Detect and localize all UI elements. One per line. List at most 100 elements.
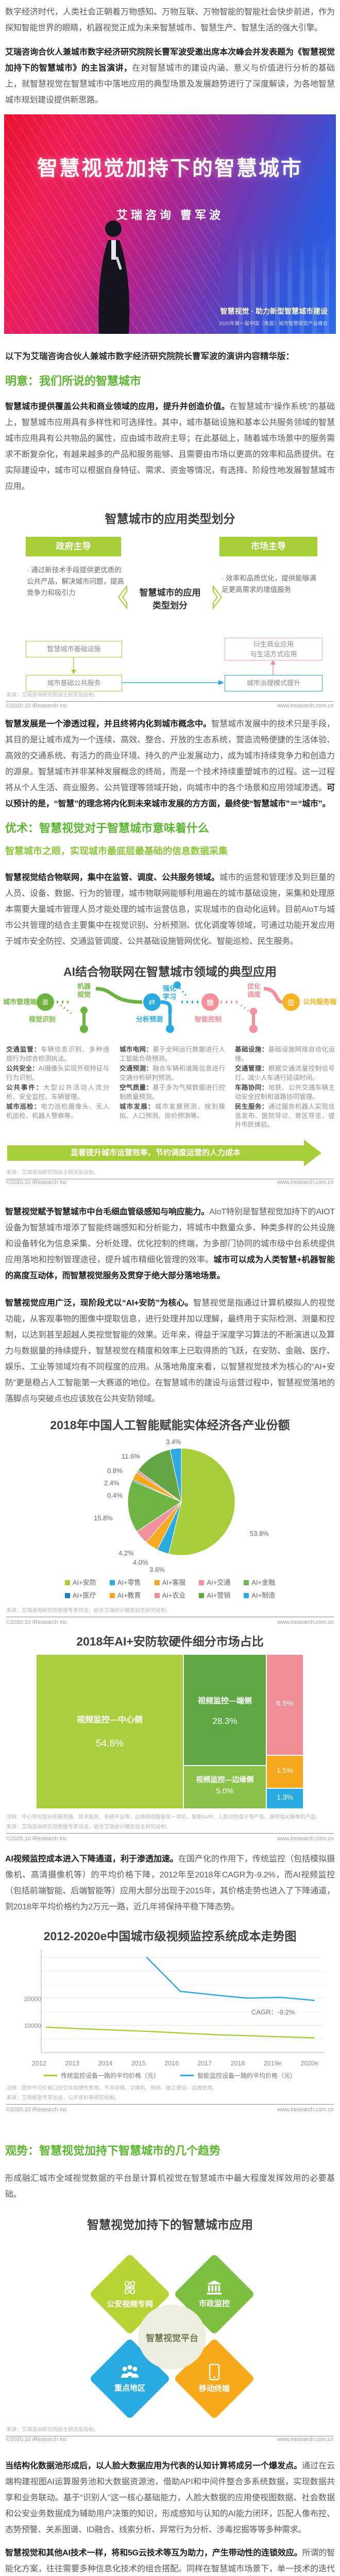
arrow-down-icon (71, 657, 76, 674)
treemap-box-1-3: 1.3% (266, 1788, 303, 1809)
website: www.iresearch.com.cn (277, 1619, 334, 1625)
flow-node-public-service: 公共服务端 (303, 998, 337, 1006)
flow-column-2: 城市电网：基于全网运行数据进行人工智能负荷预测。 交通预测：融合车辆和道路信息进… (120, 1045, 225, 1142)
treemap-label: 视频监控—中心侧 (76, 1716, 143, 1724)
legend-label: AI+制造 (251, 1591, 276, 1599)
legend-item: AI+医疗 (64, 1590, 96, 1600)
section-heading-youshu: 优术：智慧视觉对于智慧城市意味着什么 (5, 822, 210, 835)
copyright-row: ©2020.10 iResearch Inc www.iresearch.com.… (6, 2107, 334, 2113)
pie-label-traffic: 4.2% (118, 1549, 134, 1557)
desc: 城市发展预测、规划模拟、人口预测、房价预测等。 (120, 1103, 225, 1120)
copyright-row: ©2020.10 iResearch Inc www.iresearch.com.… (6, 703, 334, 709)
term: 基础设施： (235, 1046, 268, 1053)
paragraph-aiot: 智慧视觉结合物联网，集中在监管、调度、公共服务领域。城市的运营和管理涉及到巨量的… (5, 870, 335, 950)
treemap-label: 视频监控—端侧 (197, 1697, 252, 1705)
treemap-pct: 54.8% (96, 1738, 124, 1749)
paragraph-text: 所谓的智能化方案，往往需要多种信息化技术的组合搭配。同样在智慧城市场景下，单一技… (5, 2549, 335, 2573)
legend-item: 智能监控设备一路的平均价格（元） (180, 2071, 296, 2080)
line-plot-icon (41, 1950, 325, 2053)
desc: 地铁、公共交通车辆主动安全控制和道路协同管理。 (235, 1084, 335, 1100)
atom-icon (124, 2281, 135, 2294)
pie-label-finance: 15.8% (94, 1514, 113, 1522)
banner-title: 智慧视觉加持下的智慧城市 (37, 157, 303, 180)
flow-node-reinforcement: 强化学习 (162, 985, 176, 1001)
paragraph-face-bigdata: 当结构化数据池形成后，以人脸大数据应用为代表的认知计算将成另一个爆发点。通过在云… (5, 2458, 335, 2538)
treemap-pct: 1.3% (277, 1793, 293, 1801)
desc: 通过服务机器人实现信息发布、医院导诊、景区导览，提升市民体验。 (235, 1103, 335, 1128)
website: www.iresearch.com.cn (277, 703, 334, 709)
pie-icon (127, 1448, 235, 1556)
pie-label-service: 4.0% (133, 1558, 148, 1566)
chevron-left-icon (117, 585, 127, 609)
desc: 融合车辆和道路信息进行交通分析研判预测。 (120, 1065, 225, 1081)
term: 车路协同： (235, 1084, 268, 1091)
paragraph-lead: 智慧城市提供覆盖公共和商业领域的应用，提升并创造价值。 (5, 402, 230, 411)
legend-label: AI+安防 (72, 1579, 96, 1586)
chart-title: 2018年中国人工智能赋能实体经济各产业份额 (50, 1418, 290, 1432)
pie-legend-row2: AI+医疗 AI+教育 AI+农业 AI+营销 AI+制造 (0, 1590, 340, 1600)
paragraph-lead: 智慧发展是一个渗透过程，并且终将内化到城市概念中。 (5, 720, 212, 728)
people-icon (121, 2365, 139, 2378)
x-tick: 2017 (197, 2060, 212, 2067)
box-infrastructure: 智慧城市基础设施 (26, 641, 122, 657)
legend-label: AI+营销 (207, 1591, 231, 1599)
treemap-pct: 1.5% (277, 1766, 293, 1774)
bank-icon (207, 2280, 222, 2295)
paragraph-5g-cloud-ai: 智慧视觉和其他AI技术一样，将和5G云技术等互为助力，产生带动性的连锁效应。所谓… (5, 2545, 335, 2576)
speaker-silhouette-icon (98, 221, 130, 334)
arrow-right-icon (122, 680, 224, 685)
box-line1: 衍生商业应用 (253, 640, 294, 648)
market-led-header: 市场主导 (219, 537, 317, 556)
section-heading-guanshi: 观势：智慧视觉加持下智慧城市的几个趋势 (5, 2144, 221, 2157)
treemap-center-side: 视频监控—中心侧 54.8% (36, 1654, 183, 1809)
diagram-center-label: 智慧城市的应用 类型划分 (130, 586, 210, 612)
arrow-head-icon (304, 1140, 321, 1166)
grid-icon: ▦ (206, 998, 214, 1007)
diamond-label: 市政监控 (198, 2299, 230, 2308)
copyright: ©2020.10 iResearch Inc (6, 1619, 67, 1625)
paragraph-lead: 智慧视觉结合物联网，集中在监管、调度、公共服务领域。 (5, 873, 220, 882)
website: www.iresearch.com.cn (277, 1179, 334, 1185)
treemap-edge-device: 视频监控—端侧 28.3% (183, 1654, 266, 1766)
paragraph-capillary: 智慧视觉赋予智慧城市中台毛细血管级感知与响应能力。AIoT特别是智慧视觉加持下的… (5, 1204, 335, 1284)
x-axis-labels: 2012 2013 2014 2015 2016 2017 2018 2019e 2020e (32, 2060, 318, 2067)
flow-column-3: 基础设施：基础设施网络自动化运维。 交通管理：根据交通流量控制信号灯，减少人车通… (235, 1045, 335, 1142)
pie-label-education: 2.4% (104, 1479, 120, 1487)
platform-center-circle: 智慧视觉平台 (138, 2304, 206, 2369)
x-tick: 2019e (263, 2060, 282, 2067)
banner-speaker-name: 艾瑞咨询 曹军波 (116, 209, 224, 222)
legend-item: AI+制造 (244, 1590, 275, 1600)
paragraph-platform-basis: 形成融汇城市全域视觉数据的平台是计算机视觉在智慧城市中最大程度发挥效用的必要基础… (5, 2171, 335, 2202)
treemap-chart: 视频监控—中心侧 54.8% 视频监控—端侧 28.3% 视频监控—边缘侧 5.… (36, 1654, 303, 1809)
paragraph-text: 在智慧城市“操作系统”的基础上，智慧城市应用具有多样性和可选择性。其中，城市基础… (5, 402, 335, 491)
legend-label: AI+农业 (162, 1591, 186, 1599)
line-chart: 20000 10000 CAGR：-9.2% (0, 1947, 340, 2058)
chevron-right-icon (213, 585, 223, 609)
paragraph-lead: AI视频监控成本进入下降通道，利于渗透加速。 (5, 1855, 179, 1863)
chart-title: 2018年AI+安防软硬件细分市场占比 (76, 1635, 264, 1648)
phone-icon (209, 2364, 220, 2380)
copyright-row: ©2020.10 iResearch Inc www.iresearch.com.… (6, 2436, 334, 2443)
paragraph-tail: 可以预计的是，“智慧”的理念将内化到未来城市发展的方方面，最终使“智慧城市”＝“… (5, 784, 335, 808)
pie-label-retail: 3.6% (149, 1566, 165, 1573)
flow-node-city-mgmt: 城市管理端 (3, 998, 37, 1006)
flow-node-machine-vision: 机器视觉 (77, 982, 91, 998)
barcode-icon: ▥ (287, 998, 295, 1007)
diamond-label: 移动终端 (198, 2384, 230, 2393)
source-note: 来源：艾瑞根据专家访谈、公开资料等研究绘制。 (6, 2093, 334, 2105)
line-legend: 传统监控设备一路的平均价格（元） 智能监控设备一路的平均价格（元） (0, 2071, 340, 2080)
flow-node-smart-control: 智能控制 (195, 1015, 222, 1023)
market-led-bullet: · 效率和品质优化，提供能够满足更高需求的增值服务 (222, 574, 316, 594)
diamond-key-area: 重点地区 (89, 2337, 171, 2420)
banner-subtitle: 2020年第一届中国（南昌）城市智慧视觉产业峰会 (218, 321, 328, 327)
desc: 大型公共活动人流分析、安全监控、车辆管理。 (6, 1084, 109, 1100)
paragraph-lead: 智慧视觉和其他AI技术一样，将和5G云技术等互为助力，产生带动性的连锁效应。 (5, 2549, 302, 2557)
legend-item: AI+交通 (199, 1577, 230, 1587)
term: 交通管理： (235, 1065, 268, 1072)
banner-skyline-decor (238, 236, 336, 334)
box-governance: 城市治理模式提升 (225, 675, 322, 691)
source-note: 来源：艾瑞咨询研究院根据专家访谈，结合艾瑞统计模型自主研究绘制。 (6, 1606, 334, 1617)
diagram-title: 智慧城市的应用类型划分 (105, 512, 235, 526)
legend-item: AI+农业 (154, 1590, 186, 1600)
